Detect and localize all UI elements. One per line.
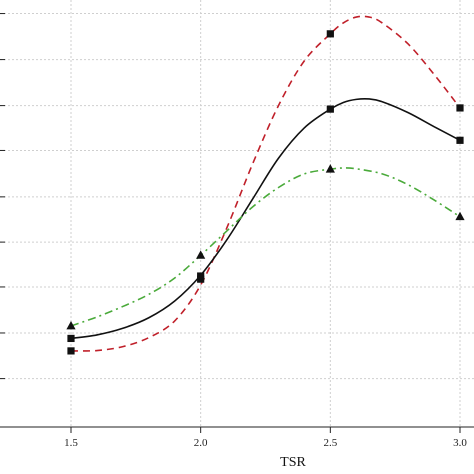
x-axis-title: TSR <box>280 455 306 470</box>
grid-lines <box>0 0 474 427</box>
axes <box>0 13 474 433</box>
series-line-1 <box>70 97 461 340</box>
series-2-point-3 <box>455 211 465 221</box>
x-tick-label-0: 1.5 <box>64 437 78 449</box>
x-tick-label-3: 3.0 <box>453 437 467 449</box>
x-tick-labels: 1.5 2.0 2.5 3.0 <box>64 437 467 449</box>
series-line-2 <box>70 167 461 327</box>
series-0-point-3 <box>456 104 464 112</box>
series-group <box>70 15 461 352</box>
series-0-point-2 <box>326 30 334 38</box>
markers-group <box>66 30 465 355</box>
series-line-0 <box>70 15 461 352</box>
series-1-point-2 <box>326 105 334 113</box>
series-0-point-0 <box>67 347 75 355</box>
series-2-point-2 <box>325 164 335 173</box>
series-1-point-3 <box>456 136 464 144</box>
series-1-point-1 <box>197 272 205 280</box>
series-1-point-0 <box>67 334 75 343</box>
x-tick-label-1: 2.0 <box>194 437 208 449</box>
x-tick-label-2: 2.5 <box>323 437 337 449</box>
series-2-point-1 <box>196 250 206 259</box>
series-2-point-0 <box>66 320 76 330</box>
